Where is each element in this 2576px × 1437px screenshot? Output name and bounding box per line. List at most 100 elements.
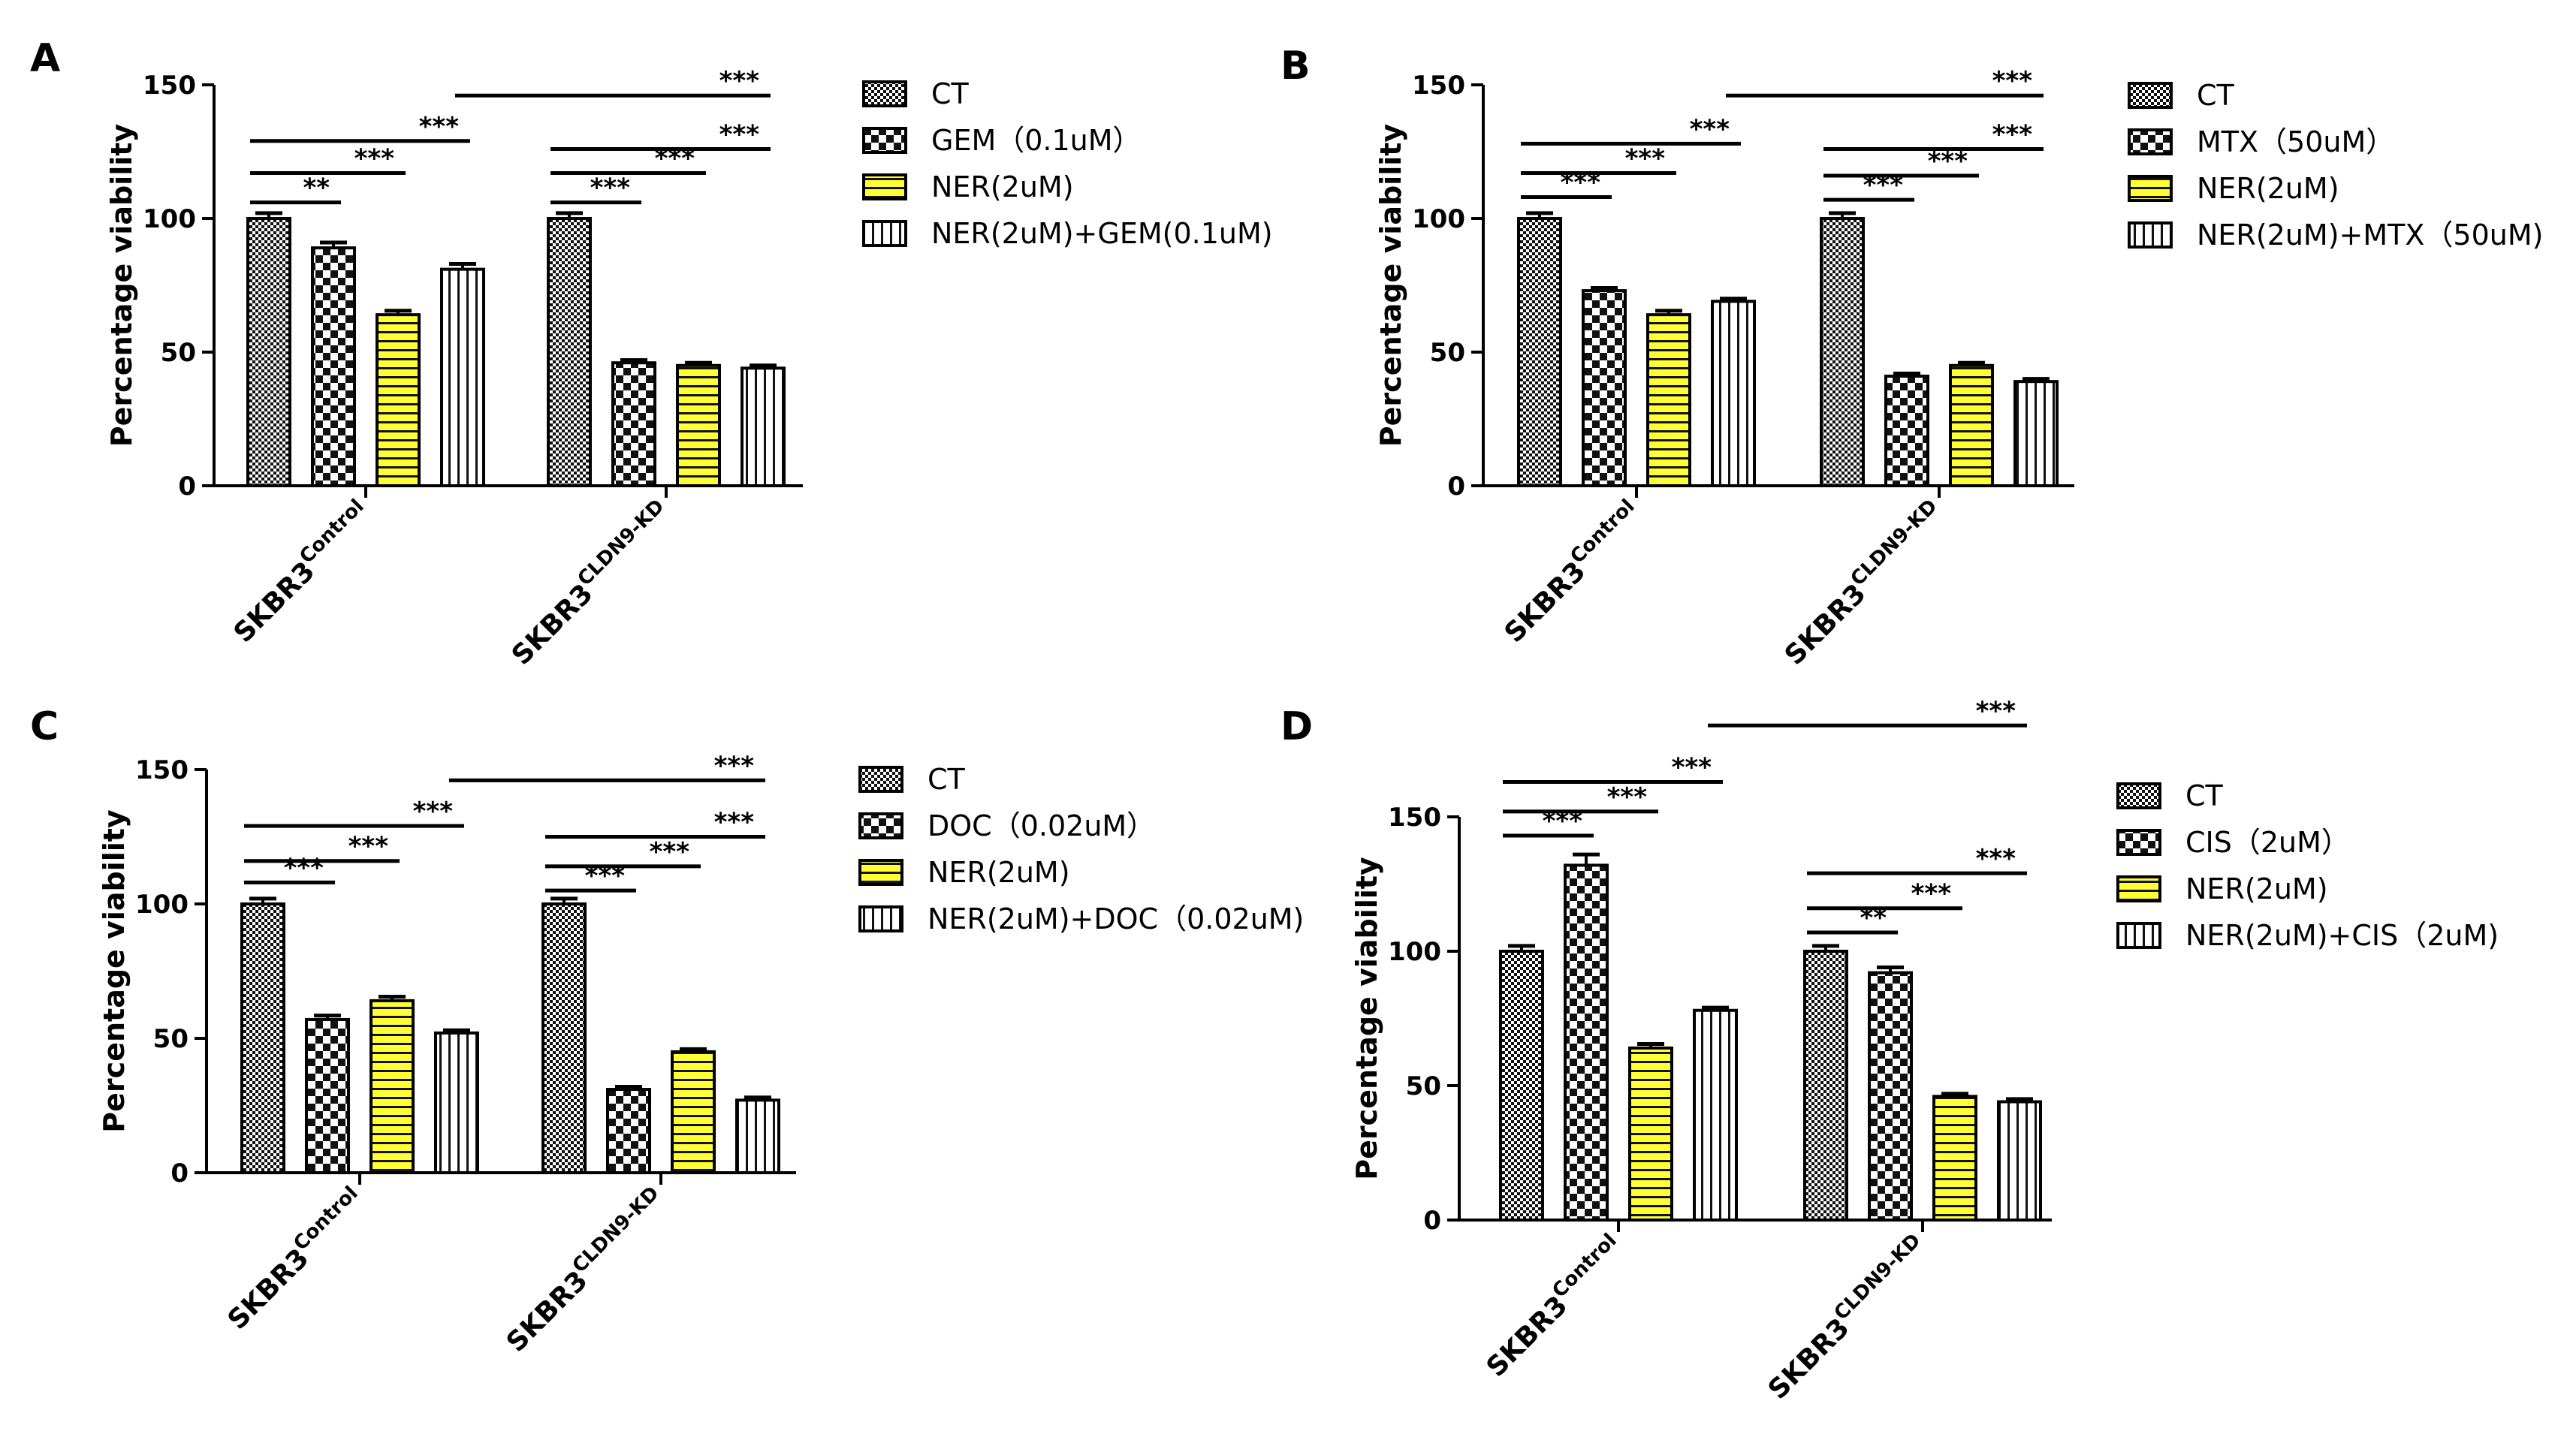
bar bbox=[1803, 950, 1848, 1222]
legend-swatch bbox=[858, 766, 903, 793]
significance-label: *** bbox=[1992, 119, 2033, 149]
legend-swatch bbox=[858, 859, 903, 886]
legend-swatch bbox=[862, 127, 907, 154]
bar bbox=[676, 363, 721, 487]
significance-label: *** bbox=[1992, 66, 2033, 96]
category-label: SKBR3CLDN9-KD bbox=[1775, 495, 1952, 671]
y-tick-label: 150 bbox=[1412, 71, 1465, 101]
category-label: SKBR3Control bbox=[1477, 1229, 1631, 1383]
significance-label: *** bbox=[1672, 752, 1712, 782]
legend-label: NER(2uM)+CIS（2uM) bbox=[2185, 919, 2499, 952]
bar bbox=[2013, 380, 2059, 487]
y-axis-label: Percentage viability bbox=[1374, 124, 1407, 447]
bar bbox=[611, 361, 656, 487]
bar bbox=[541, 902, 587, 1174]
significance-label: *** bbox=[1911, 879, 1952, 909]
legend-swatch bbox=[858, 905, 903, 932]
y-tick-label: 50 bbox=[1406, 1071, 1441, 1101]
legend-swatch bbox=[2128, 128, 2173, 155]
bar bbox=[671, 1050, 716, 1175]
legend-label: CT bbox=[931, 77, 970, 110]
legend-swatch bbox=[862, 173, 907, 200]
category-superscript: Control bbox=[1548, 1229, 1621, 1302]
y-tick-label: 100 bbox=[1388, 937, 1441, 967]
category-base: SKBR3 bbox=[222, 1243, 315, 1336]
bar bbox=[1949, 363, 1994, 487]
bar bbox=[1820, 217, 1865, 487]
bar bbox=[547, 217, 592, 487]
bar bbox=[311, 246, 356, 487]
y-tick-label: 0 bbox=[1447, 471, 1465, 502]
significance-label: *** bbox=[348, 832, 389, 862]
bar bbox=[240, 902, 285, 1174]
bar bbox=[1628, 1046, 1673, 1222]
bar bbox=[1582, 289, 1627, 487]
y-tick-label: 0 bbox=[178, 471, 196, 502]
significance-label: *** bbox=[1625, 143, 1666, 173]
legend-swatch bbox=[862, 80, 907, 107]
legend-label: NER(2uM)+DOC（0.02uM) bbox=[928, 902, 1304, 935]
bar bbox=[735, 1098, 780, 1174]
category-superscript: Control bbox=[289, 1182, 362, 1255]
significance-label: *** bbox=[714, 808, 755, 838]
y-tick-label: 100 bbox=[135, 890, 189, 920]
legend-label: NER(2uM) bbox=[931, 170, 1074, 203]
category-base: SKBR3 bbox=[228, 556, 321, 649]
y-tick-label: 150 bbox=[135, 755, 189, 785]
category-superscript: CLDN9-KD bbox=[1830, 1229, 1926, 1324]
y-tick-label: 100 bbox=[1412, 204, 1465, 234]
legend-label: MTX（50uM） bbox=[2197, 125, 2394, 158]
panel-label: C bbox=[30, 704, 59, 749]
y-tick-label: 150 bbox=[143, 71, 196, 101]
y-tick-label: 100 bbox=[143, 204, 196, 234]
significance-label: *** bbox=[650, 837, 690, 867]
category-label: SKBR3Control bbox=[1495, 495, 1649, 649]
bar bbox=[376, 313, 421, 487]
category-superscript: Control bbox=[1566, 495, 1639, 568]
significance-label: *** bbox=[284, 853, 324, 883]
legend-label: CIS（2uM） bbox=[2185, 826, 2350, 859]
significance-label: *** bbox=[413, 797, 454, 827]
panel-label: A bbox=[30, 36, 60, 81]
category-superscript: CLDN9-KD bbox=[1847, 495, 1942, 590]
significance-label: *** bbox=[1690, 114, 1730, 144]
category-base: SKBR3 bbox=[1763, 1312, 1856, 1405]
category-label: SKBR3CLDN9-KD bbox=[497, 1182, 674, 1358]
bar bbox=[1564, 863, 1609, 1222]
y-tick-label: 0 bbox=[1423, 1206, 1441, 1236]
significance-label: ** bbox=[303, 173, 330, 203]
significance-label: *** bbox=[719, 66, 760, 96]
bar bbox=[1646, 313, 1691, 487]
bar bbox=[370, 999, 415, 1174]
category-label: SKBR3CLDN9-KD bbox=[502, 495, 679, 671]
significance-label: *** bbox=[590, 173, 631, 203]
bar bbox=[440, 267, 485, 487]
y-tick-label: 50 bbox=[161, 338, 196, 368]
bar bbox=[434, 1031, 479, 1174]
legend-swatch bbox=[2128, 175, 2173, 202]
legend-swatch bbox=[2116, 782, 2161, 809]
legend-label: CT bbox=[928, 763, 966, 796]
legend-label: NER(2uM)+GEM(0.1uM) bbox=[931, 217, 1273, 250]
panel-label: D bbox=[1280, 704, 1313, 749]
legend-swatch bbox=[862, 220, 907, 247]
bar bbox=[1499, 950, 1544, 1222]
y-axis-label: Percentage viability bbox=[98, 809, 131, 1133]
significance-label: *** bbox=[1928, 146, 1968, 176]
category-label: SKBR3Control bbox=[219, 1182, 373, 1336]
bar bbox=[305, 1017, 350, 1174]
bar bbox=[1932, 1095, 1977, 1222]
significance-label: *** bbox=[419, 112, 460, 142]
category-base: SKBR3 bbox=[506, 578, 599, 671]
category-base: SKBR3 bbox=[1481, 1290, 1574, 1383]
category-label: SKBR3Control bbox=[225, 495, 379, 649]
bar bbox=[1884, 375, 1929, 488]
category-label: SKBR3CLDN9-KD bbox=[1759, 1229, 1935, 1405]
legend-swatch bbox=[2116, 922, 2161, 949]
significance-label: *** bbox=[1976, 696, 2016, 726]
bar bbox=[606, 1088, 651, 1175]
